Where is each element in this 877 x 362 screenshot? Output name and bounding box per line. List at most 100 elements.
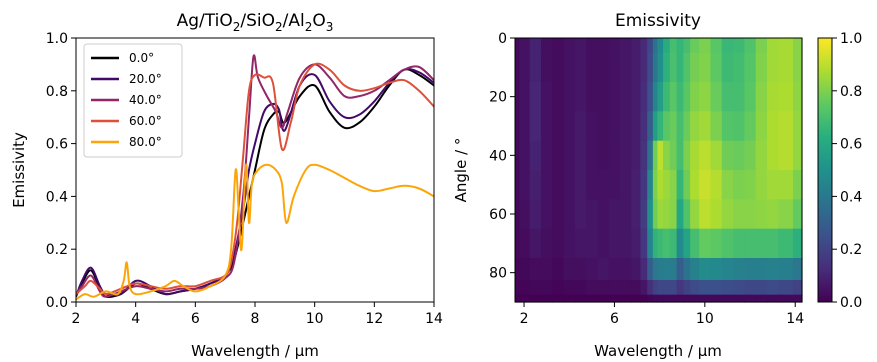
heatmap-x-tick-label: 14 [786,311,804,327]
heatmap-cell [755,52,768,83]
heatmap-cell [620,38,632,54]
heatmap-cell [640,199,648,230]
heatmap-cell [744,228,757,259]
heatmap-cell [690,294,700,303]
heatmap-cell [710,199,723,230]
heatmap-cell [647,170,654,200]
heatmap-cell [733,82,745,112]
heatmap-y-tick-label: 0 [498,31,507,47]
heatmap-cell [552,140,565,171]
legend-label-3: 60.0° [129,114,162,128]
heatmap-x-ticks: 2 6 10 14 [520,302,804,327]
heatmap-cell [710,38,723,54]
colorbar: 0.0 0.2 0.4 0.6 0.8 1.0 [817,31,862,311]
heatmap-cell [631,82,642,112]
heatmap-cell [792,38,803,54]
legend-label-0: 0.0° [129,51,154,65]
heatmap-cell [519,170,531,200]
heatmap-cell [647,280,654,296]
line-x-axis-label: Wavelength / µm [191,342,319,360]
heatmap-cell [608,38,621,54]
heatmap-cell [647,82,654,112]
line-chart-title: Ag/TiO2/SiO2/Al2O3 [177,11,334,34]
heatmap-cell [586,38,599,54]
heatmap-cell [683,294,691,303]
colorbar-tick-label: 0.0 [840,295,862,311]
heatmap-cell [640,170,648,200]
heatmap-cell [657,140,664,171]
heatmap-cell [515,228,521,259]
heatmap-cell [574,258,587,281]
heatmap-cell [690,38,700,54]
heatmap-cell [663,228,671,259]
heatmap-y-tick-label: 80 [489,266,507,282]
legend-frame [83,43,183,158]
heatmap-panel: Emissivity 2 6 10 14 0 20 40 60 80 Wavelength /… [452,11,804,360]
heatmap-cell [733,280,745,296]
heatmap-cell [519,38,531,54]
heatmap-cell [620,170,632,200]
heatmap-cell [519,82,531,112]
line-x-tick-label: 12 [365,311,383,327]
heatmap-cell [586,258,599,281]
heatmap-cell [669,82,678,112]
heatmap-cell [620,111,632,142]
heatmap-cell [552,294,565,303]
heatmap-cell [683,228,691,259]
heatmap-cell [683,199,691,230]
heatmap-cell [519,111,531,142]
heatmap-y-ticks: 0 20 40 60 80 [489,31,515,282]
heatmap-cell [744,199,757,230]
heatmap-cell [647,111,654,142]
heatmap-cell [631,52,642,83]
heatmap-cell [529,199,542,230]
heatmap-cell [710,82,723,112]
heatmap-cell [563,199,576,230]
heatmap-cell [669,140,678,171]
heatmap-cell [563,228,576,259]
heatmap-cell [647,228,654,259]
heatmap-cell [690,82,700,112]
heatmap-cell [552,38,565,54]
heatmap-cell [657,170,664,200]
heatmap-cell [663,170,671,200]
heatmap-cell [597,199,610,230]
heatmap-cell [766,294,779,303]
heatmap-cell [663,111,671,142]
heatmap-cell [663,258,671,281]
heatmap-cell [652,228,658,259]
heatmap-cell [676,52,684,83]
heatmap-cell [755,140,768,171]
line-x-ticks: 2 4 6 8 10 12 14 [72,302,443,327]
heatmap-cell [540,38,553,54]
heatmap-cell [676,258,684,281]
colorbar-tick-label: 0.4 [840,189,862,205]
heatmap-cell [778,82,794,112]
heatmap-cell [755,199,768,230]
heatmap-cell [652,170,658,200]
heatmap-cell [620,140,632,171]
heatmap-cell [710,280,723,296]
heatmap-cell [631,228,642,259]
heatmap-cell [597,280,610,296]
line-y-axis-label: Emissivity [10,132,28,208]
heatmap-cell [631,170,642,200]
heatmap-cell [792,258,803,281]
heatmap-cell [552,199,565,230]
heatmap-cell [586,199,599,230]
heatmap-cell [755,38,768,54]
heatmap-cell [766,199,779,230]
heatmap-cell [647,38,654,54]
heatmap-cell [586,228,599,259]
heatmap-cells [515,38,803,303]
heatmap-cell [663,82,671,112]
heatmap-cell [597,140,610,171]
heatmap-cell [652,52,658,83]
heatmap-cell [574,280,587,296]
heatmap-cell [755,170,768,200]
heatmap-cell [529,228,542,259]
heatmap-cell [792,82,803,112]
heatmap-cell [519,52,531,83]
heatmap-cell [663,199,671,230]
